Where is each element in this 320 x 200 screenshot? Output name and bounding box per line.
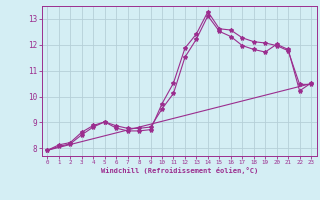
X-axis label: Windchill (Refroidissement éolien,°C): Windchill (Refroidissement éolien,°C) [100, 167, 258, 174]
